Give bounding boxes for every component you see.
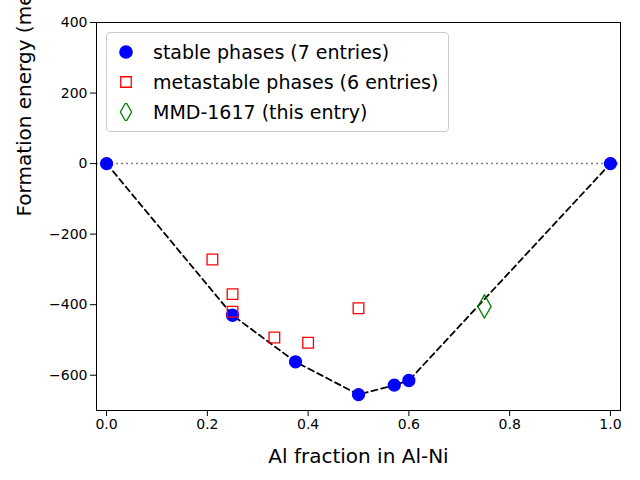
svg-text:0.4: 0.4 bbox=[297, 416, 319, 432]
svg-text:Formation energy (meV/atom): Formation energy (meV/atom) bbox=[12, 0, 36, 217]
svg-text:0.0: 0.0 bbox=[95, 416, 117, 432]
svg-text:−400: −400 bbox=[49, 296, 87, 312]
html-text:metastable phases (6 entries): metastable phases (6 entries) bbox=[153, 71, 439, 93]
svg-text:0.6: 0.6 bbox=[398, 416, 420, 432]
html-text:stable phases (7 entries): stable phases (7 entries) bbox=[153, 41, 390, 63]
svg-text:0: 0 bbox=[79, 155, 88, 171]
svg-text:1.0: 1.0 bbox=[599, 416, 621, 432]
svg-text:200: 200 bbox=[61, 85, 88, 101]
svg-text:−200: −200 bbox=[49, 226, 87, 242]
svg-text:0.8: 0.8 bbox=[499, 416, 521, 432]
svg-text:400: 400 bbox=[61, 14, 88, 30]
svg-text:−600: −600 bbox=[49, 367, 87, 383]
svg-text:0.2: 0.2 bbox=[196, 416, 218, 432]
svg-text:Al fraction in Al-Ni: Al fraction in Al-Ni bbox=[268, 444, 448, 468]
html-text:MMD-1617 (this entry): MMD-1617 (this entry) bbox=[153, 101, 368, 123]
